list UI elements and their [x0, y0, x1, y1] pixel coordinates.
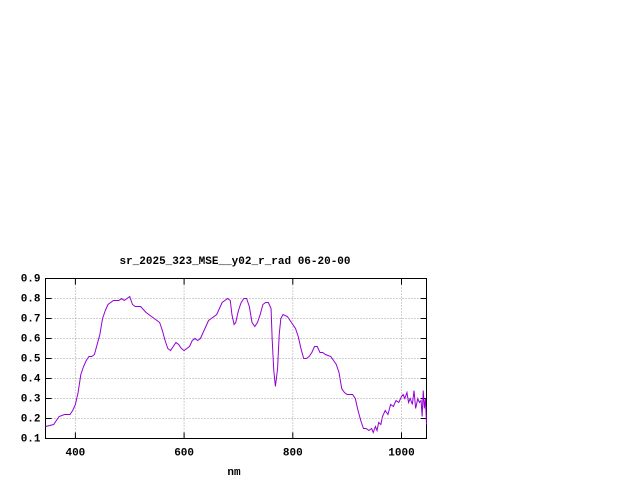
y-tick-label: 0.3 — [21, 393, 41, 405]
y-tick-label: 0.2 — [21, 413, 41, 425]
x-tick-label: 800 — [283, 447, 303, 459]
y-tick-label: 0.6 — [21, 333, 41, 345]
data-line — [45, 295, 427, 434]
plot-border — [45, 278, 427, 439]
y-tick-label: 0.1 — [21, 433, 41, 445]
y-tick-label: 0.7 — [21, 313, 41, 325]
x-tick-label: 600 — [174, 447, 194, 459]
x-tick-label: 1000 — [388, 447, 414, 459]
x-axis-label: nm — [227, 467, 241, 479]
chart-title: sr_2025_323_MSE__y02_r_rad 06-20-00 — [119, 256, 350, 268]
y-tick-label: 0.4 — [21, 373, 41, 385]
y-tick-label: 0.9 — [21, 273, 41, 285]
y-tick-label: 0.5 — [21, 353, 41, 365]
y-tick-label: 0.8 — [21, 293, 41, 305]
x-tick-label: 400 — [65, 447, 85, 459]
